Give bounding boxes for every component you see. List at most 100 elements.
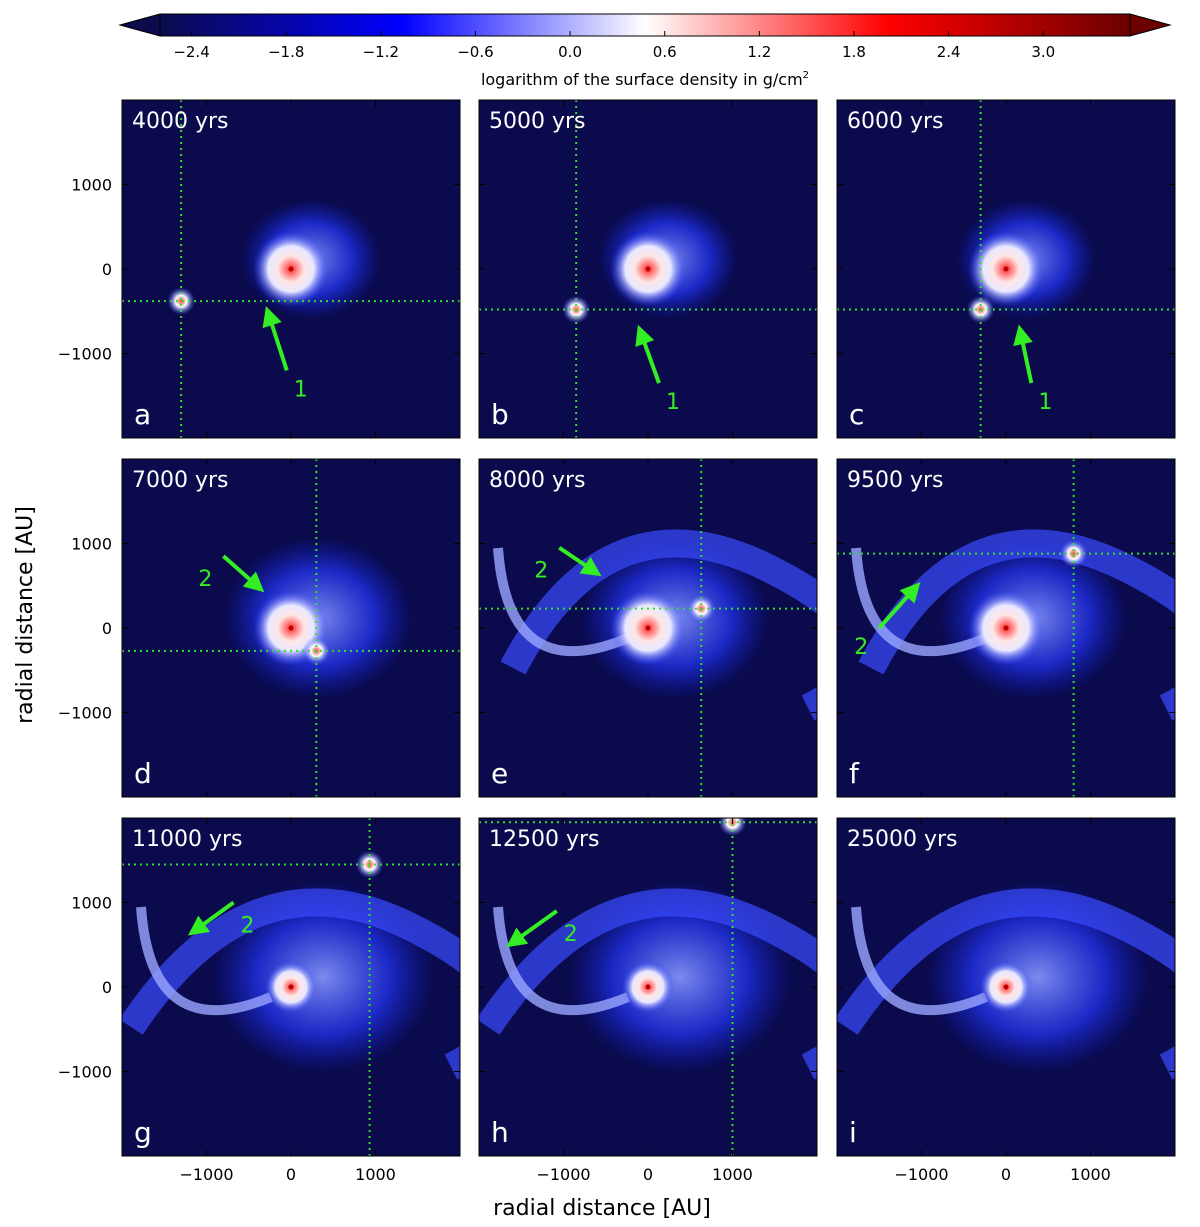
companion-clump bbox=[302, 636, 331, 665]
annotation-label: 2 bbox=[534, 559, 548, 584]
density-field bbox=[837, 881, 1175, 1080]
central-star bbox=[288, 984, 294, 990]
spiral-arm bbox=[837, 888, 1175, 1080]
colorbar-label: logarithm of the surface density in g/cm… bbox=[481, 70, 809, 89]
density-field: 1 bbox=[122, 100, 460, 438]
panel-letter: h bbox=[491, 1116, 509, 1149]
annotation-label: 1 bbox=[1038, 390, 1052, 415]
x-tick-label: 1000 bbox=[1070, 1165, 1111, 1184]
x-tick-label: −1000 bbox=[179, 1165, 233, 1184]
panel-grid: 1 4000 yrs a 1000 0 −1000 1 5000 yrs b 1 6000 yrs c… bbox=[58, 99, 1176, 1184]
y-tick-label: 0 bbox=[102, 260, 112, 279]
annotation-label: 2 bbox=[241, 914, 255, 939]
panel-time-label: 7000 yrs bbox=[132, 468, 229, 493]
panel-i: 25000 yrs i −1000 0 1000 bbox=[836, 817, 1176, 1184]
x-tick-label: −1000 bbox=[536, 1165, 590, 1184]
annotation-label: 2 bbox=[564, 922, 578, 947]
annotation-label: 1 bbox=[294, 377, 308, 402]
density-field: 2 bbox=[122, 459, 460, 797]
panel-time-label: 6000 yrs bbox=[847, 109, 944, 134]
density-field: 2 bbox=[837, 459, 1175, 797]
panel-letter: i bbox=[849, 1116, 857, 1149]
y-tick-label: −1000 bbox=[58, 704, 112, 723]
colorbar-ticks: −2.4 −1.8 −1.2 −0.6 0.0 0.6 1.2 1.8 2.4 3.0 bbox=[173, 31, 1055, 61]
colorbar-tick-label: 2.4 bbox=[937, 43, 961, 61]
spiral-arm bbox=[479, 888, 817, 1080]
companion-clump bbox=[167, 287, 196, 316]
panel-letter: d bbox=[134, 757, 152, 790]
annotation-arrow bbox=[187, 900, 235, 936]
panel-a: 1 4000 yrs a 1000 0 −1000 bbox=[58, 99, 461, 439]
density-field: 1 bbox=[479, 100, 817, 438]
y-axis-label: radial distance [AU] bbox=[13, 506, 38, 724]
y-tick-label: −1000 bbox=[58, 1063, 112, 1082]
annotation-label: 1 bbox=[666, 390, 680, 415]
central-star bbox=[645, 984, 651, 990]
envelope bbox=[926, 881, 1150, 1073]
density-field: 2 bbox=[122, 818, 460, 1156]
x-axis-label: radial distance [AU] bbox=[493, 1196, 711, 1221]
annotation-arrow bbox=[1013, 324, 1034, 384]
annotation-arrow bbox=[506, 909, 558, 948]
colorbar-extend-high bbox=[1129, 13, 1172, 37]
panel-letter: e bbox=[491, 757, 508, 790]
panel-time-label: 5000 yrs bbox=[489, 109, 586, 134]
colorbar-tick-label: 0.6 bbox=[653, 43, 677, 61]
colorbar-extend-low bbox=[118, 13, 161, 37]
panel-letter: g bbox=[134, 1116, 152, 1149]
colorbar-gradient bbox=[159, 13, 1131, 37]
spiral-arm bbox=[858, 529, 1175, 721]
annotation-arrow bbox=[877, 582, 921, 630]
spiral-arm bbox=[493, 547, 630, 657]
central-star bbox=[645, 266, 651, 272]
spiral-arm bbox=[851, 906, 988, 1016]
spiral-arm bbox=[122, 888, 460, 1080]
density-field: 2 bbox=[479, 459, 817, 797]
density-field: 2 bbox=[479, 818, 817, 1156]
spiral-arm bbox=[493, 906, 630, 1016]
annotation-arrow bbox=[558, 546, 602, 577]
colorbar-tick-label: −1.8 bbox=[268, 43, 304, 61]
colorbar-tick-label: −1.2 bbox=[363, 43, 399, 61]
spiral-arm bbox=[851, 547, 988, 657]
colorbar-tick-label: 1.2 bbox=[747, 43, 771, 61]
spiral-arm bbox=[136, 906, 273, 1016]
annotation-label: 2 bbox=[198, 567, 212, 592]
central-star bbox=[645, 625, 651, 631]
panel-e: 2 8000 yrs e bbox=[478, 458, 818, 798]
y-tick-label: −1000 bbox=[58, 345, 112, 364]
panel-c: 1 6000 yrs c bbox=[836, 99, 1176, 439]
x-tick-label: 1000 bbox=[712, 1165, 753, 1184]
envelope bbox=[211, 881, 435, 1073]
colorbar: −2.4 −1.8 −1.2 −0.6 0.0 0.6 1.2 1.8 2.4 3.0 logar… bbox=[118, 13, 1172, 89]
spiral-arm bbox=[500, 529, 817, 721]
annotation-arrow bbox=[635, 324, 661, 384]
central-star bbox=[1003, 266, 1009, 272]
envelope bbox=[568, 881, 792, 1073]
x-tick-label: −1000 bbox=[894, 1165, 948, 1184]
panel-time-label: 12500 yrs bbox=[489, 827, 600, 852]
central-star bbox=[288, 266, 294, 272]
y-tick-label: 1000 bbox=[71, 176, 112, 195]
companion-clump bbox=[966, 295, 995, 324]
panel-d: 2 7000 yrs d 1000 0 −1000 bbox=[58, 458, 461, 798]
y-tick-label: 0 bbox=[102, 978, 112, 997]
annotation-arrow bbox=[262, 306, 289, 372]
annotation-label: 2 bbox=[854, 635, 868, 660]
y-tick-label: 1000 bbox=[71, 535, 112, 554]
colorbar-tick-label: −2.4 bbox=[173, 43, 209, 61]
colorbar-tick-label: 0.0 bbox=[558, 43, 582, 61]
annotation-arrow bbox=[222, 554, 265, 593]
panel-f: 2 9500 yrs f bbox=[836, 458, 1176, 798]
colorbar-tick-label: 1.8 bbox=[842, 43, 866, 61]
panel-letter: f bbox=[849, 757, 860, 790]
panel-g: 2 11000 yrs g 1000 0 −1000 −1000 0 1000 bbox=[58, 817, 461, 1184]
y-tick-label: 0 bbox=[102, 619, 112, 638]
central-star bbox=[288, 625, 294, 631]
panel-letter: c bbox=[849, 398, 864, 431]
panel-time-label: 4000 yrs bbox=[132, 109, 229, 134]
panel-letter: b bbox=[491, 398, 509, 431]
colorbar-tick-label: −0.6 bbox=[457, 43, 493, 61]
panel-b: 1 5000 yrs b bbox=[478, 99, 818, 439]
